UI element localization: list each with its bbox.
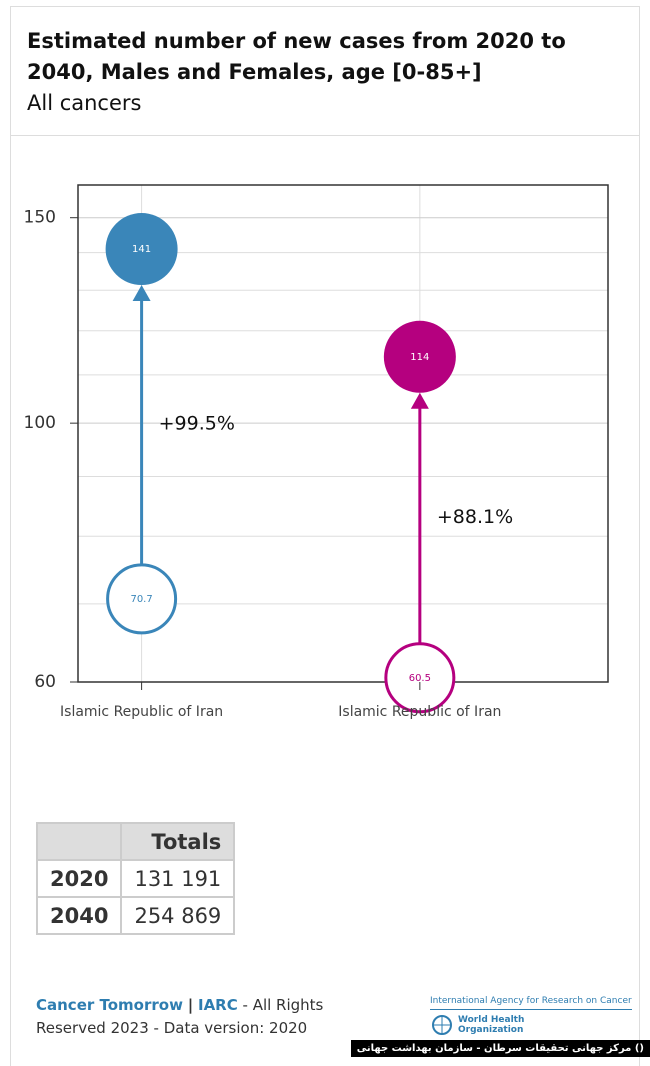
end-point [105, 213, 178, 286]
data-label: 114 [410, 352, 429, 363]
plot-frame [77, 184, 609, 683]
header: Estimated number of new cases from 2020 … [10, 6, 640, 136]
data-label: 70.7 [130, 594, 152, 605]
change-label: +88.1% [437, 506, 513, 528]
title: 2040, Males and Females, age [0-85+] [27, 60, 482, 84]
start-point [106, 563, 178, 635]
start-point [384, 642, 456, 714]
card [10, 6, 640, 1066]
title: Estimated number of new cases from 2020 … [27, 29, 566, 53]
org[interactable]: IARC [197, 996, 238, 1014]
cell: 2020 [35, 859, 123, 898]
agency: International Agency for Research on Can… [430, 996, 632, 1010]
y-tick-label: 150 [24, 208, 56, 228]
y-tick-label: 60 [34, 672, 56, 692]
cell: 2040 [35, 896, 123, 935]
who: World Health [458, 1015, 525, 1025]
arrow-head [132, 285, 151, 302]
rights: Reserved 2023 - Data version: 2020 [36, 1019, 308, 1037]
logo: International Agency for Research on Can… [430, 996, 632, 1035]
sep: | [187, 996, 194, 1014]
end-point [383, 320, 456, 393]
cell: 254 869 [120, 896, 236, 935]
cell: 131 191 [120, 859, 236, 898]
brand[interactable]: Cancer Tomorrow [36, 996, 183, 1014]
totals-table: Totals 2020 131 191 2040 254 869 [35, 822, 236, 935]
watermark: () مرکز جهانی تحقیقات سرطان - سازمان بهد… [350, 1040, 650, 1057]
arrow-head [410, 392, 429, 409]
change-label: +99.5% [159, 412, 235, 434]
chart: 60 100 150 70.7 141 +99.5% Islamic Republic of… [24, 184, 609, 720]
who-emblem [432, 1015, 452, 1035]
x-tick-label: Islamic Republic of Iran [60, 704, 223, 720]
table-header: Totals [120, 822, 236, 861]
rights: - All Rights [242, 996, 324, 1014]
x-tick-label: Islamic Republic of Iran [338, 704, 501, 720]
footer: Cancer Tomorrow | IARC - All Rights Rese… [36, 994, 323, 1040]
subtitle: All cancers [27, 91, 142, 115]
data-label: 60.5 [409, 673, 431, 684]
data-label: 141 [132, 244, 151, 255]
y-tick-label: 100 [24, 413, 56, 433]
who: Organization [458, 1025, 524, 1035]
